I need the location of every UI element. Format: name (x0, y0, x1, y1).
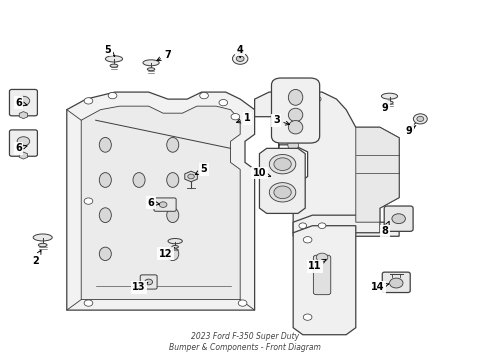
FancyBboxPatch shape (9, 130, 37, 156)
FancyBboxPatch shape (9, 89, 37, 116)
Text: 8: 8 (381, 221, 389, 236)
Circle shape (299, 223, 307, 229)
Text: 10: 10 (253, 168, 270, 178)
Text: 1: 1 (237, 113, 251, 123)
FancyBboxPatch shape (382, 272, 410, 293)
Text: 7: 7 (157, 50, 172, 60)
Ellipse shape (167, 172, 179, 188)
Ellipse shape (143, 60, 159, 66)
Ellipse shape (167, 208, 179, 222)
FancyBboxPatch shape (271, 78, 319, 143)
Circle shape (17, 96, 30, 105)
Ellipse shape (288, 89, 303, 105)
Ellipse shape (167, 138, 179, 152)
Text: 6: 6 (15, 143, 27, 153)
Ellipse shape (168, 239, 182, 244)
Polygon shape (19, 112, 27, 119)
Ellipse shape (288, 166, 298, 180)
Circle shape (274, 186, 291, 199)
Polygon shape (356, 127, 399, 222)
Polygon shape (185, 171, 197, 182)
Ellipse shape (99, 172, 111, 188)
Circle shape (314, 96, 321, 102)
Polygon shape (19, 152, 27, 159)
Circle shape (159, 202, 167, 207)
Text: 5: 5 (196, 165, 207, 175)
Ellipse shape (38, 243, 47, 247)
Circle shape (318, 223, 326, 229)
Circle shape (17, 137, 30, 146)
Polygon shape (259, 148, 305, 213)
Text: 13: 13 (132, 282, 148, 292)
Ellipse shape (110, 64, 118, 67)
Circle shape (188, 174, 195, 179)
Ellipse shape (381, 93, 397, 99)
Circle shape (303, 237, 312, 243)
Circle shape (108, 93, 117, 99)
Ellipse shape (172, 246, 178, 248)
Ellipse shape (147, 68, 155, 71)
Circle shape (200, 93, 208, 99)
Polygon shape (293, 215, 380, 233)
Ellipse shape (288, 108, 303, 122)
Ellipse shape (270, 183, 296, 202)
Ellipse shape (288, 138, 298, 152)
Circle shape (84, 98, 93, 104)
Ellipse shape (99, 138, 111, 152)
Polygon shape (81, 106, 240, 300)
Ellipse shape (386, 101, 393, 104)
Text: 6: 6 (15, 98, 27, 108)
Ellipse shape (33, 234, 52, 241)
Circle shape (417, 116, 424, 121)
Text: 2023 Ford F-350 Super Duty
Bumper & Components - Front Diagram: 2023 Ford F-350 Super Duty Bumper & Comp… (169, 332, 321, 352)
Circle shape (232, 53, 248, 64)
Ellipse shape (270, 154, 296, 174)
FancyBboxPatch shape (384, 206, 413, 231)
Circle shape (84, 300, 93, 306)
Text: 4: 4 (237, 45, 244, 58)
Circle shape (274, 158, 291, 171)
Text: 9: 9 (381, 103, 388, 113)
Text: 9: 9 (405, 126, 416, 136)
FancyBboxPatch shape (154, 198, 176, 211)
Ellipse shape (288, 121, 303, 134)
Polygon shape (293, 226, 356, 335)
Ellipse shape (99, 208, 111, 222)
Ellipse shape (105, 56, 122, 62)
Polygon shape (67, 92, 255, 310)
Polygon shape (255, 92, 317, 117)
Circle shape (84, 198, 93, 204)
Ellipse shape (133, 172, 145, 188)
Circle shape (303, 314, 312, 320)
Circle shape (236, 56, 244, 62)
Text: 14: 14 (371, 282, 389, 292)
Text: 2: 2 (32, 250, 41, 266)
Ellipse shape (99, 247, 111, 261)
FancyBboxPatch shape (314, 255, 331, 294)
FancyBboxPatch shape (140, 275, 157, 289)
Circle shape (238, 300, 247, 306)
Circle shape (231, 113, 240, 120)
Circle shape (316, 253, 328, 262)
Circle shape (414, 114, 427, 124)
Text: 6: 6 (147, 198, 159, 208)
Circle shape (145, 279, 152, 285)
Polygon shape (279, 92, 399, 236)
Text: 3: 3 (273, 115, 290, 125)
Circle shape (219, 99, 228, 106)
Text: 5: 5 (104, 45, 115, 56)
Ellipse shape (167, 247, 179, 261)
Circle shape (299, 107, 307, 112)
Text: 11: 11 (308, 259, 326, 271)
Text: 12: 12 (159, 247, 174, 259)
Circle shape (392, 214, 405, 224)
Circle shape (390, 278, 403, 288)
